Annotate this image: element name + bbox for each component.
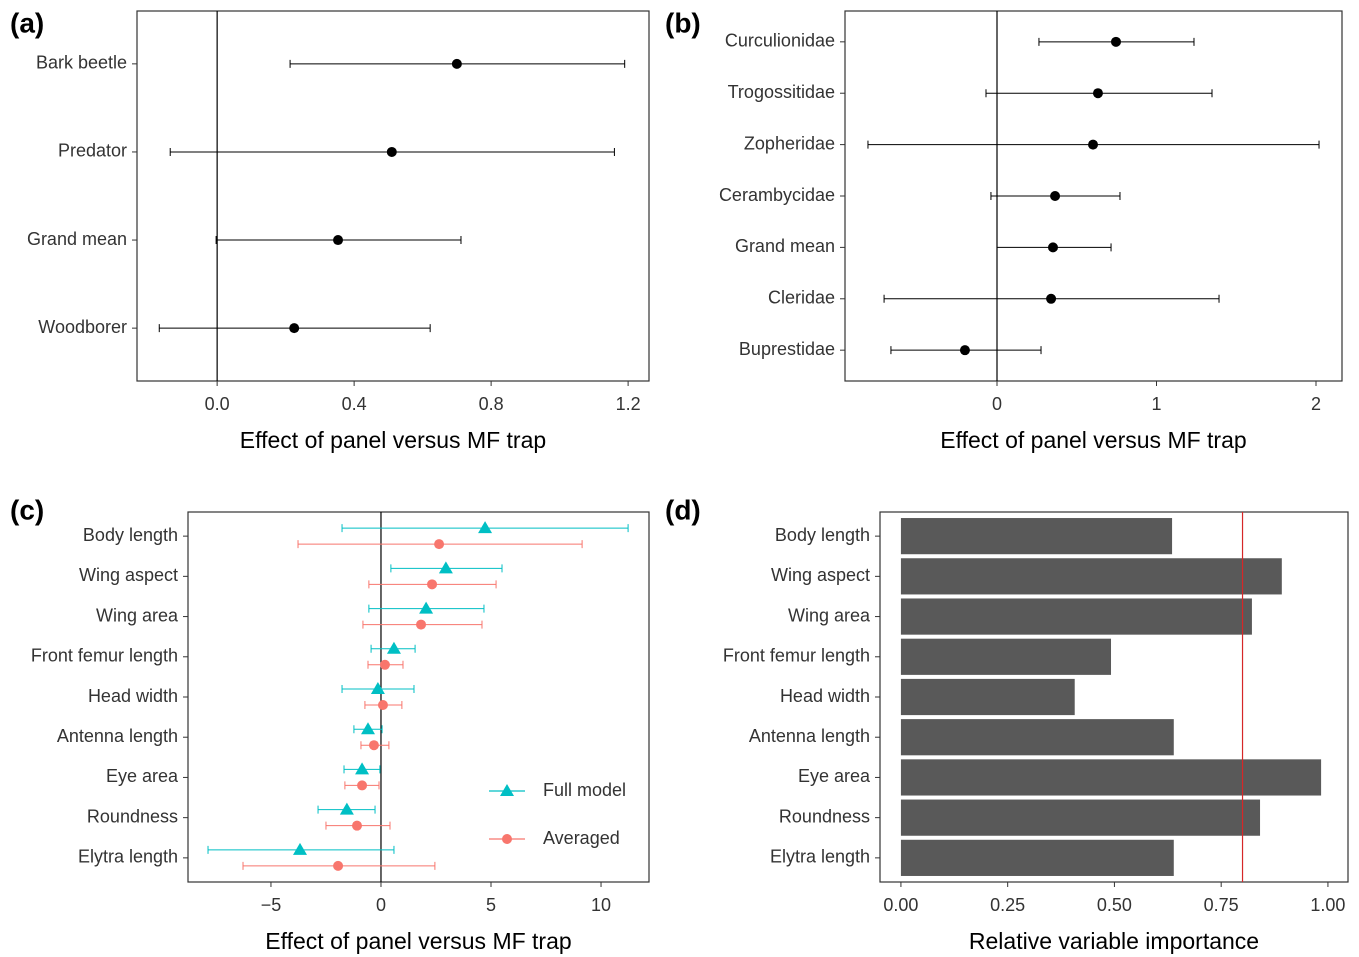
marker (1046, 293, 1057, 304)
y-tick-label: Body length (775, 525, 870, 545)
x-tick-label: 1.00 (1310, 895, 1345, 915)
x-axis-title: Relative variable importance (969, 928, 1259, 954)
y-tick-label: Grand mean (27, 229, 127, 249)
bar (900, 638, 1112, 675)
marker (386, 641, 401, 654)
marker (333, 860, 344, 871)
plot-frame (136, 10, 650, 382)
y-tick-label: Trogossitidae (728, 82, 835, 102)
y-tick-label: Head width (88, 686, 178, 706)
y-tick-label: Cleridae (768, 288, 835, 308)
y-tick-label: Wing area (96, 605, 179, 625)
bar (900, 518, 1173, 555)
y-tick-label: Elytra length (78, 847, 178, 867)
marker (360, 722, 375, 735)
marker (289, 323, 300, 334)
marker (355, 762, 370, 775)
marker (1088, 139, 1099, 150)
panel-label: (c) (10, 494, 44, 525)
x-tick-label: −5 (261, 895, 282, 915)
y-tick-label: Eye area (106, 766, 179, 786)
y-tick-label: Buprestidae (739, 339, 835, 359)
y-tick-label: Predator (58, 141, 127, 161)
x-tick-label: 0.4 (342, 394, 367, 414)
marker (339, 802, 354, 815)
x-tick-label: 10 (591, 895, 611, 915)
bar (900, 558, 1282, 595)
x-axis-title: Effect of panel versus MF trap (940, 427, 1246, 453)
x-tick-label: 2 (1311, 394, 1321, 414)
x-tick-label: 0.75 (1204, 895, 1239, 915)
legend-marker (500, 784, 514, 796)
x-tick-label: 0.00 (883, 895, 918, 915)
panel-label: (b) (665, 7, 701, 38)
marker (427, 579, 438, 590)
y-tick-label: Antenna length (57, 726, 178, 746)
x-tick-label: 1 (1151, 394, 1161, 414)
y-tick-label: Eye area (798, 766, 871, 786)
y-tick-label: Head width (780, 686, 870, 706)
x-tick-label: 0.0 (205, 394, 230, 414)
legend-label: Full model (543, 780, 626, 800)
panel-label: (d) (665, 494, 701, 525)
marker (1110, 36, 1121, 47)
marker (959, 345, 970, 356)
y-tick-label: Front femur length (723, 646, 870, 666)
y-tick-label: Cerambycidae (719, 185, 835, 205)
y-tick-label: Body length (83, 525, 178, 545)
y-tick-label: Bark beetle (36, 53, 127, 73)
marker (451, 58, 462, 69)
marker (379, 659, 390, 670)
y-tick-label: Wing area (788, 605, 871, 625)
marker (416, 619, 427, 630)
x-tick-label: 0.8 (479, 394, 504, 414)
bar (900, 598, 1252, 635)
y-tick-label: Antenna length (749, 726, 870, 746)
y-tick-label: Elytra length (770, 847, 870, 867)
y-tick-label: Zopheridae (744, 133, 835, 153)
marker (438, 561, 453, 574)
bar (900, 839, 1174, 876)
x-tick-label: 0 (376, 895, 386, 915)
marker (293, 842, 308, 855)
legend-label: Averaged (543, 828, 620, 848)
marker (478, 521, 493, 534)
y-tick-label: Grand mean (735, 236, 835, 256)
bar (900, 759, 1322, 796)
marker (1092, 88, 1103, 99)
plot-frame (187, 511, 650, 883)
y-tick-label: Curculionidae (725, 31, 835, 51)
y-tick-label: Roundness (87, 806, 178, 826)
x-tick-label: 5 (486, 895, 496, 915)
marker (377, 700, 388, 710)
legend-marker (502, 834, 512, 844)
x-tick-label: 0.50 (1097, 895, 1132, 915)
marker (1047, 242, 1058, 253)
marker (351, 820, 362, 831)
y-tick-label: Front femur length (31, 646, 178, 666)
marker (1050, 191, 1061, 201)
x-tick-label: 0.25 (990, 895, 1025, 915)
marker (368, 740, 379, 751)
bar (900, 719, 1174, 756)
bar (900, 799, 1261, 836)
marker (386, 146, 397, 157)
x-axis-title: Effect of panel versus MF trap (240, 427, 546, 453)
y-tick-label: Wing aspect (79, 565, 178, 585)
marker (357, 780, 368, 791)
marker (434, 539, 445, 550)
x-axis-title: Effect of panel versus MF trap (265, 928, 571, 954)
y-tick-label: Wing aspect (771, 565, 870, 585)
x-tick-label: 1.2 (616, 394, 641, 414)
bar (900, 678, 1075, 716)
marker (419, 601, 434, 614)
marker (333, 235, 344, 246)
y-tick-label: Woodborer (38, 317, 127, 337)
marker (370, 682, 385, 694)
y-tick-label: Roundness (779, 806, 870, 826)
panel-label: (a) (10, 7, 44, 38)
x-tick-label: 0 (992, 394, 1002, 414)
